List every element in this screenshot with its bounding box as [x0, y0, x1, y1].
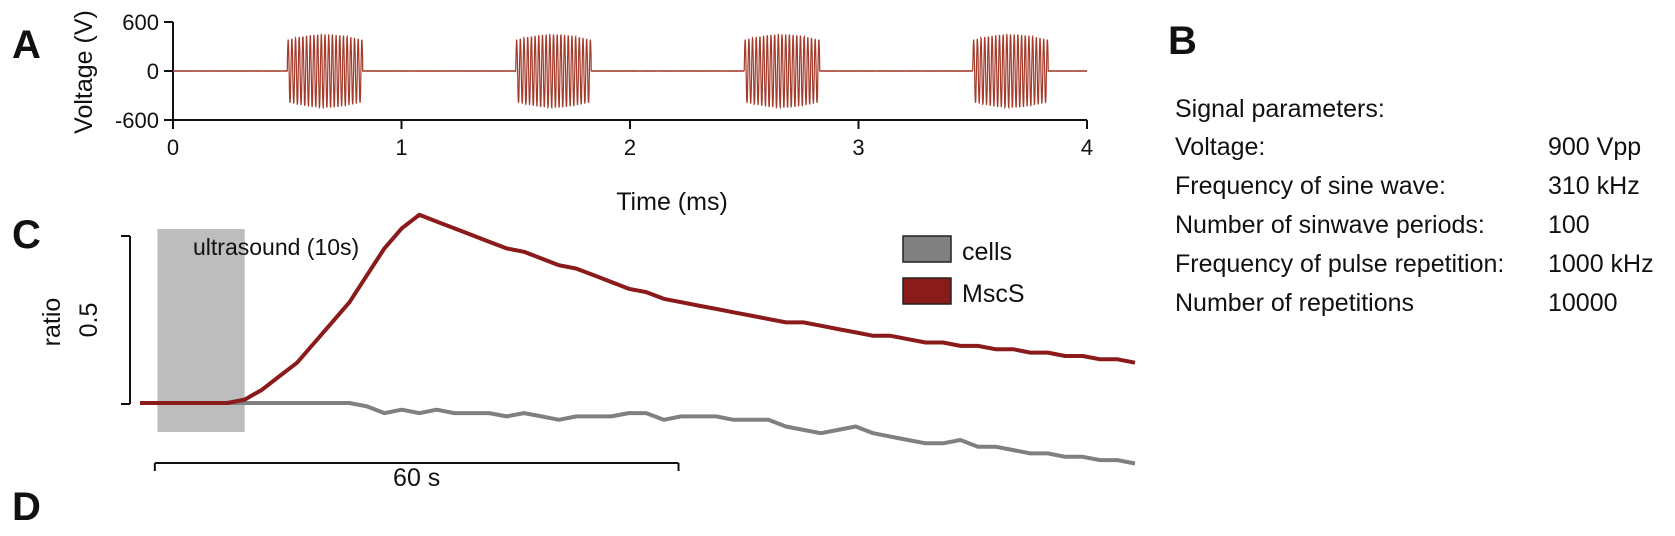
- parameter-value: 10000: [1548, 289, 1618, 317]
- voltage-y-tick-label: 600: [122, 10, 159, 35]
- signal-parameters: Signal parameters: Voltage: 900 Vpp Freque…: [1175, 95, 1654, 317]
- voltage-y-tick-label: 0: [147, 59, 159, 84]
- voltage-x-label: Time (ms): [616, 188, 728, 216]
- ratio-chart: ultrasound (10s) ratio 0.5 cells MscS 60…: [38, 212, 1136, 492]
- legend-swatch-cells: [902, 235, 952, 263]
- signal-parameters-heading: Signal parameters:: [1175, 95, 1385, 123]
- legend-swatch-mscs: [902, 277, 952, 305]
- parameter-label: Voltage:: [1175, 133, 1265, 161]
- parameter-label: Frequency of sine wave:: [1175, 172, 1446, 200]
- panel-letter-b: B: [1168, 19, 1197, 63]
- voltage-chart: 600 0 -600 0 1 2 3 4 Time (ms) Voltage (V): [70, 10, 1093, 216]
- voltage-y-label: Voltage (V): [70, 10, 98, 134]
- legend-label-cells: cells: [962, 238, 1012, 266]
- ultrasound-label: ultrasound (10s): [193, 234, 359, 260]
- parameter-label: Frequency of pulse repetition:: [1175, 250, 1504, 278]
- voltage-waveform: [172, 33, 1088, 110]
- ultrasound-window: [157, 229, 245, 432]
- parameter-value: 310 kHz: [1548, 172, 1640, 200]
- series-line-cells: [140, 401, 1136, 466]
- ratio-tick-label: 0.5: [75, 303, 103, 338]
- legend: cells MscS: [902, 235, 1025, 308]
- ratio-y-label: ratio: [38, 298, 66, 347]
- parameter-value: 100: [1548, 211, 1590, 239]
- parameter-value: 900 Vpp: [1548, 133, 1641, 161]
- voltage-x-tick-label: 1: [395, 135, 407, 160]
- voltage-y-tick-label: -600: [115, 108, 159, 133]
- time-scale-label: 60 s: [393, 464, 440, 492]
- voltage-x-tick-label: 2: [624, 135, 636, 160]
- panel-letter-d: D: [12, 485, 41, 529]
- series-line-mscs: [140, 212, 1136, 405]
- parameter-label: Number of repetitions: [1175, 289, 1414, 317]
- voltage-x-tick-label: 0: [167, 135, 179, 160]
- voltage-x-tick-label: 3: [852, 135, 864, 160]
- panel-letter-a: A: [12, 23, 41, 67]
- voltage-x-tick-label: 4: [1081, 135, 1093, 160]
- parameter-value: 1000 kHz: [1548, 250, 1654, 278]
- panel-letter-c: C: [12, 213, 41, 257]
- legend-label-mscs: MscS: [962, 280, 1025, 308]
- parameter-label: Number of sinwave periods:: [1175, 211, 1485, 239]
